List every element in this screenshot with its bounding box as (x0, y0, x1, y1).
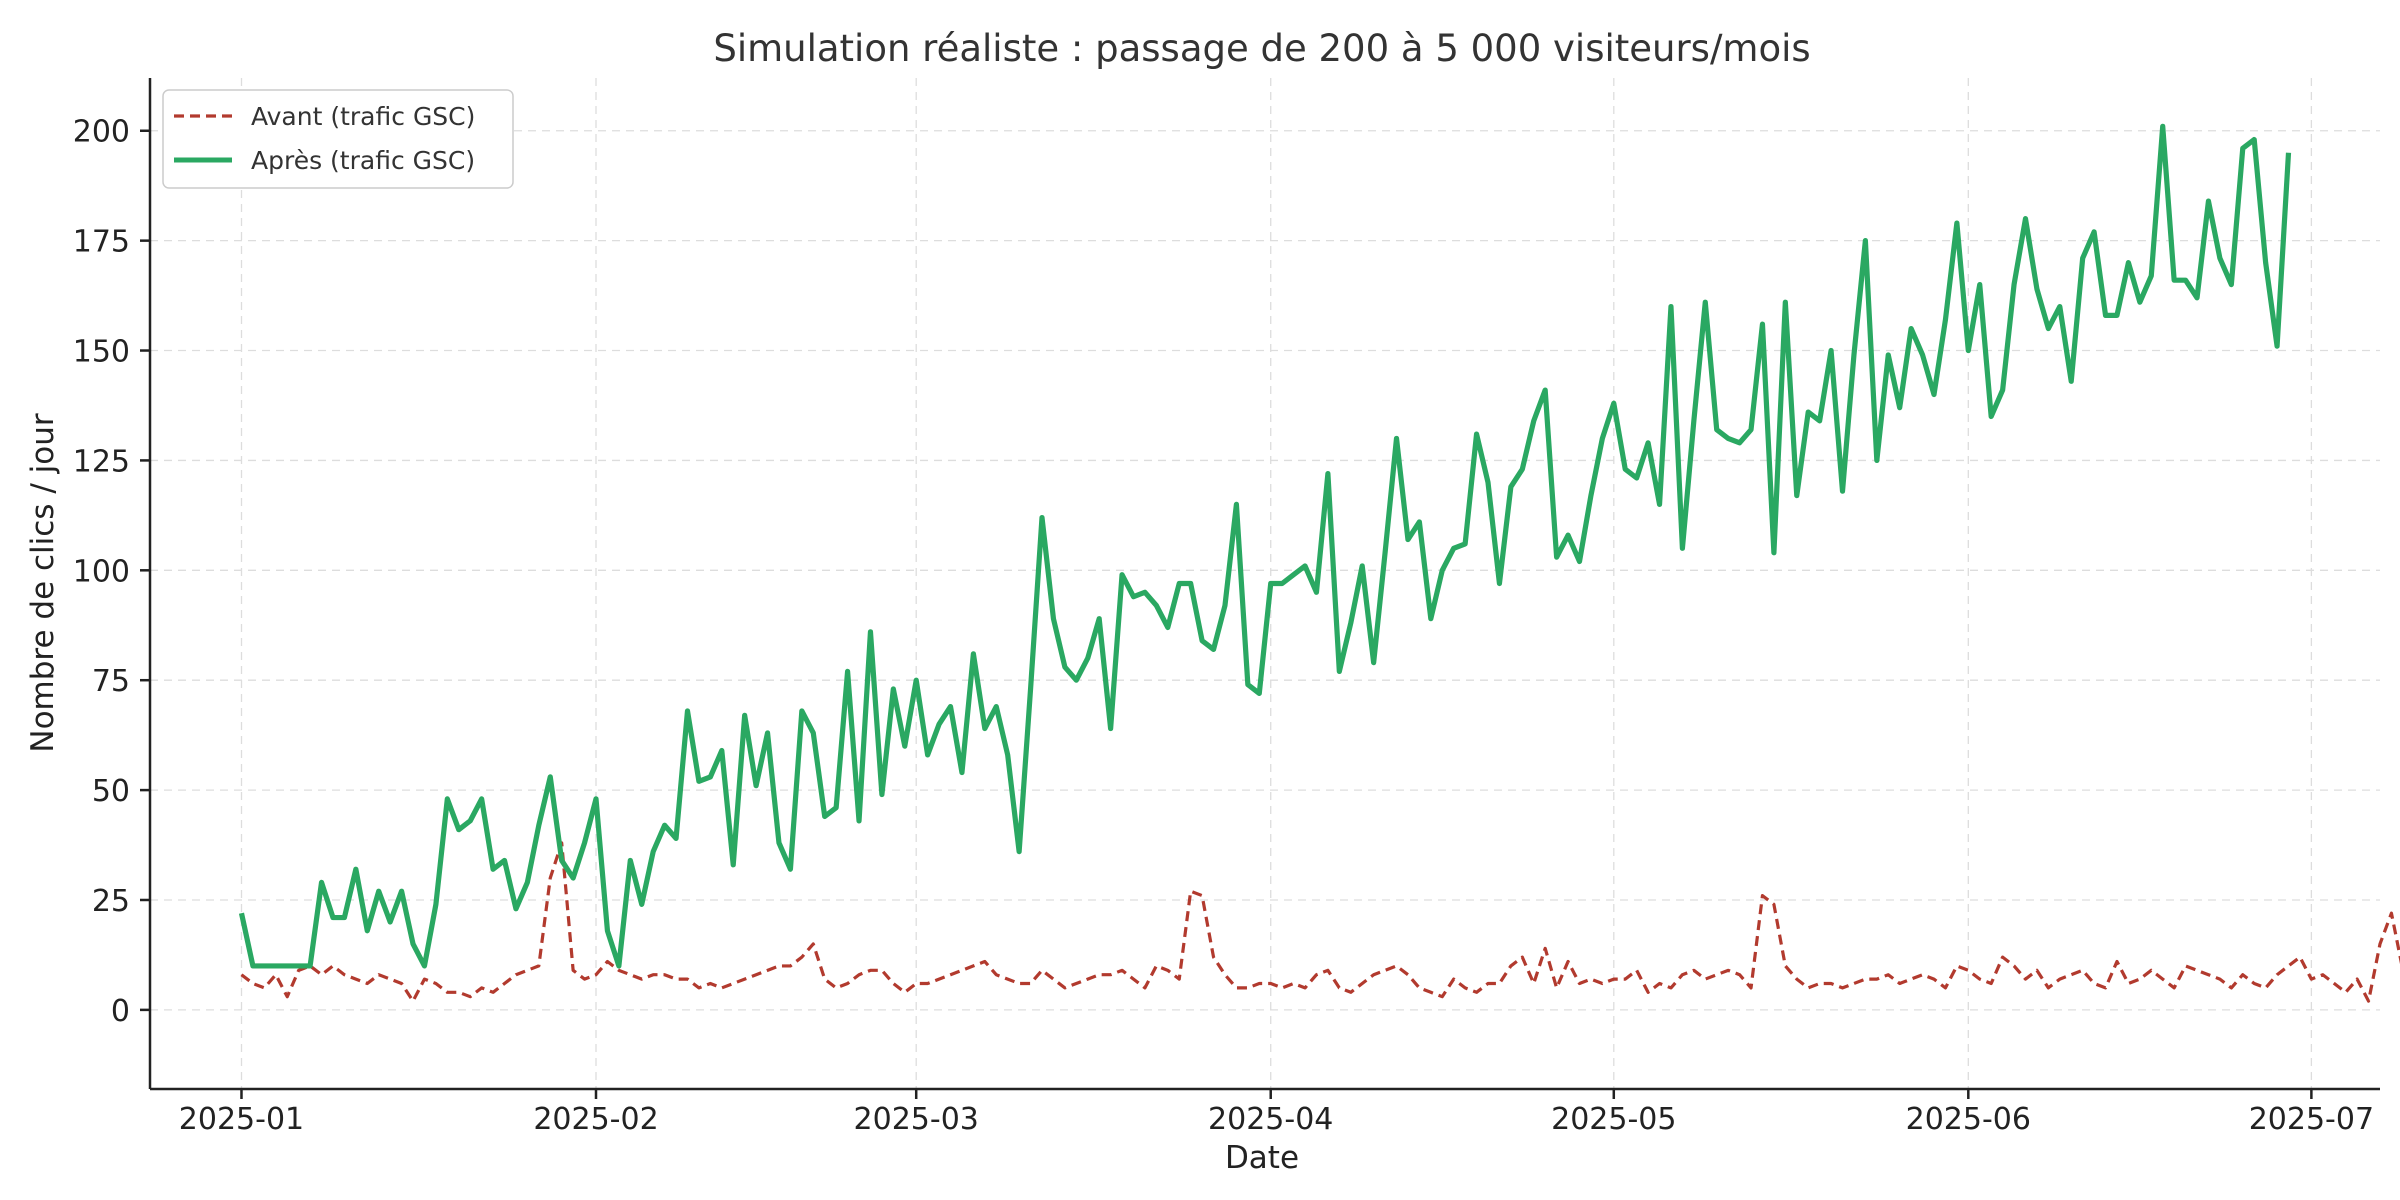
plot-area (238, 123, 2400, 1003)
y-tick-label: 75 (92, 664, 130, 699)
x-tick-label: 2025-05 (1551, 1102, 1676, 1137)
y-tick-label: 50 (92, 774, 130, 809)
x-tick-label: 2025-04 (1208, 1102, 1333, 1137)
axes (148, 78, 2380, 1091)
x-tick-label: 2025-01 (179, 1102, 304, 1137)
y-tick-label: 150 (73, 335, 130, 370)
y-tick-label: 175 (73, 225, 130, 260)
chart-title: Simulation réaliste : passage de 200 à 5… (713, 27, 1810, 70)
legend: Avant (trafic GSC) Après (trafic GSC) (162, 89, 514, 189)
y-tick-label: 125 (73, 444, 130, 479)
y-axis-ticks: 0 25 50 75 100 125 150 175 200 (73, 115, 150, 1029)
series-line-apres (238, 123, 2292, 969)
x-tick-label: 2025-06 (1906, 1102, 2031, 1137)
x-axis-title: Date (1225, 1140, 1299, 1176)
legend-label-apres: Après (trafic GSC) (251, 146, 475, 175)
y-tick-label: 100 (73, 554, 130, 589)
y-tick-label: 200 (73, 115, 130, 150)
y-tick-label: 25 (92, 884, 130, 919)
y-axis-title: Nombre de clics / jour (25, 413, 61, 752)
legend-label-avant: Avant (trafic GSC) (251, 102, 475, 131)
x-tick-label: 2025-03 (854, 1102, 979, 1137)
legend-box (162, 89, 514, 189)
x-axis-ticks: 2025-01 2025-02 2025-03 2025-04 2025-05 2025-… (179, 1089, 2374, 1137)
y-tick-label: 0 (111, 994, 130, 1029)
x-tick-label: 2025-07 (2249, 1102, 2374, 1137)
grid-lines (150, 78, 2380, 1089)
x-tick-label: 2025-02 (533, 1102, 658, 1137)
